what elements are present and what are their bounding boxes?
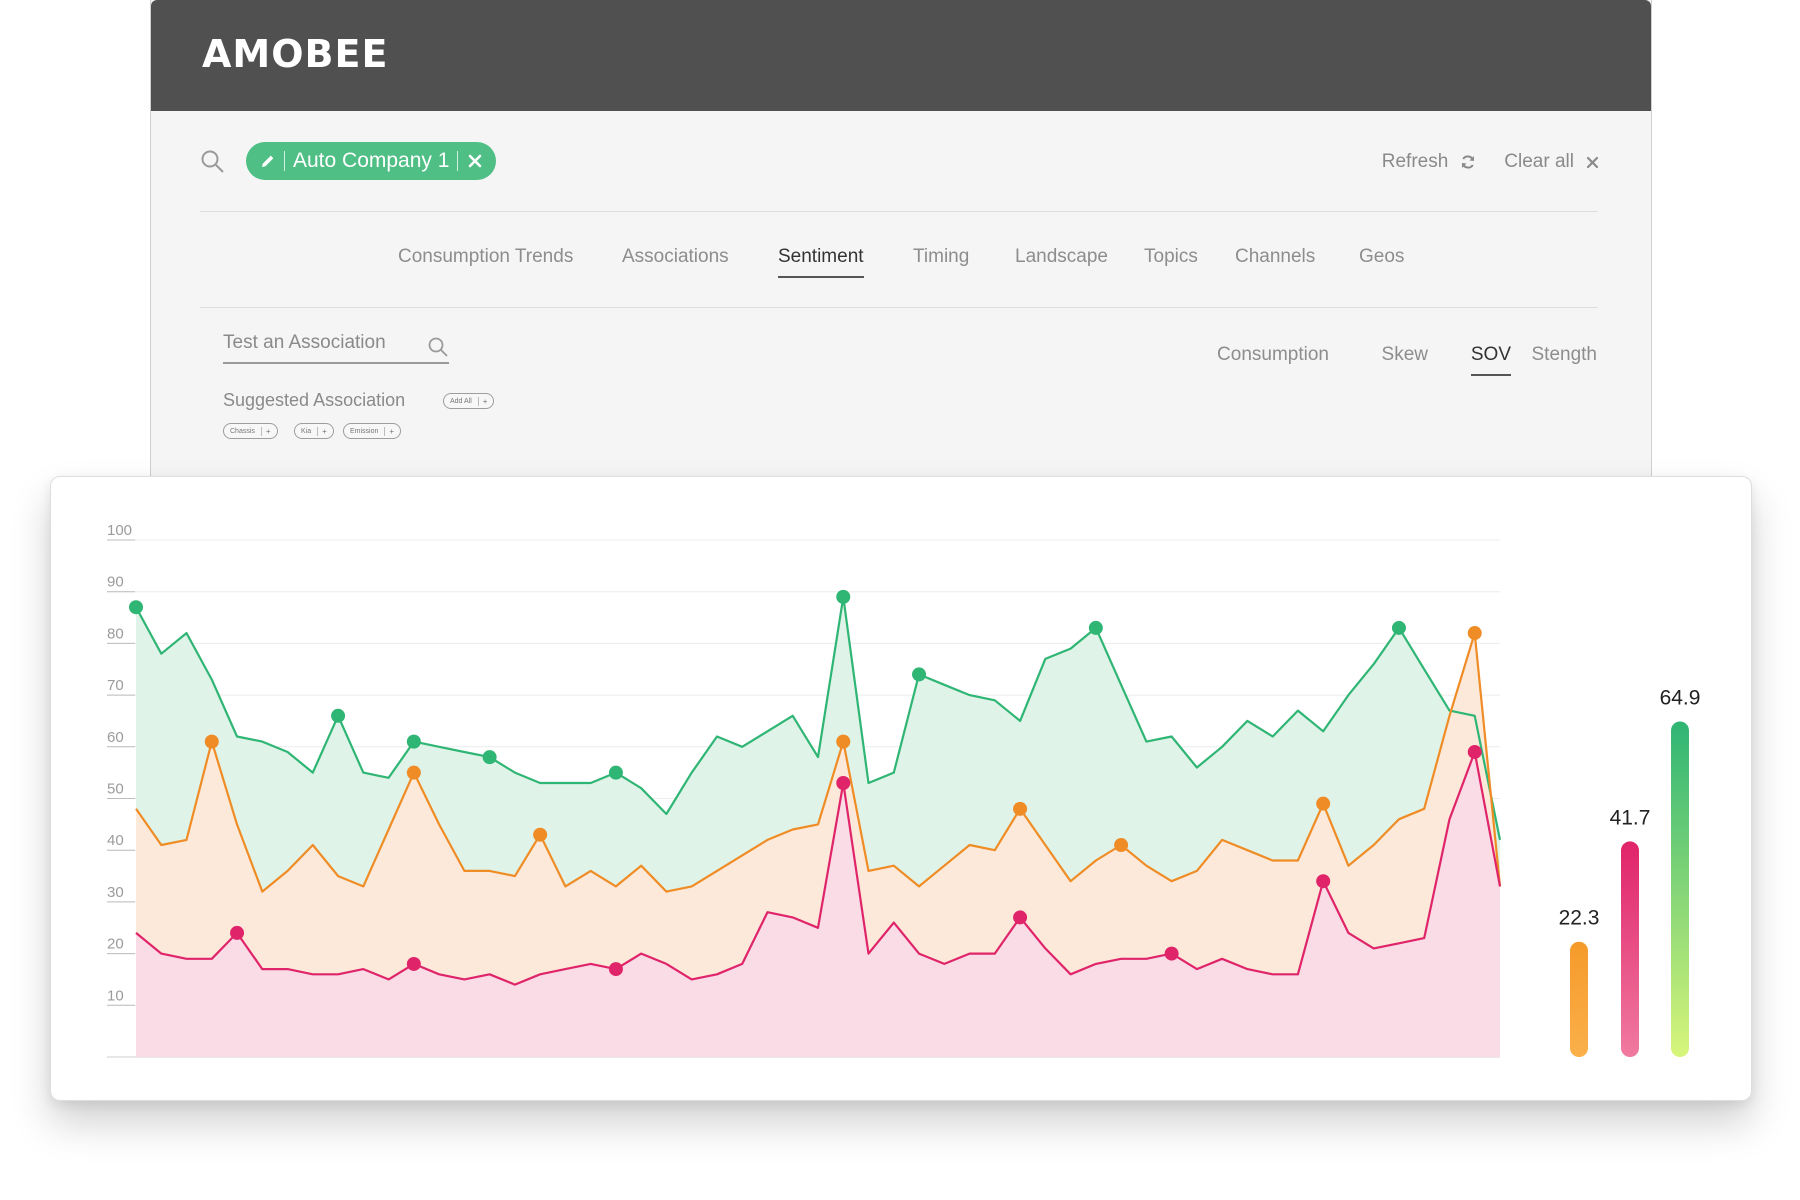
series-line-green [135, 595, 1502, 841]
app-header: AMOBEE [151, 0, 1651, 111]
summary-bar-value: 64.9 [1660, 686, 1701, 709]
add-all-label: Add All [450, 397, 472, 405]
tab-landscape[interactable]: Landscape [1015, 246, 1108, 267]
top-actions: Refresh Clear all [1382, 151, 1599, 173]
suggestion-chip-kia[interactable]: Kia + [294, 423, 334, 439]
pill-divider [284, 151, 285, 171]
refresh-button[interactable]: Refresh [1382, 151, 1477, 173]
query-pill-label: Auto Company 1 [293, 149, 450, 172]
plus-icon: + [317, 426, 327, 436]
y-tick-label: 30 [107, 884, 124, 901]
data-point-green [129, 600, 143, 615]
data-point-pink [1316, 874, 1331, 889]
refresh-icon [1460, 154, 1476, 170]
search-icon[interactable] [200, 149, 226, 175]
divider [200, 211, 1598, 212]
y-tick-label: 100 [107, 522, 132, 539]
sov-area-chart: 10 20 30 40 50 60 70 80 90 100 22.3 41.7 64.9 [107, 522, 1701, 1058]
suggested-association-label: Suggested Association [223, 390, 406, 410]
plus-icon: + [384, 426, 394, 436]
plus-icon: + [477, 396, 487, 406]
summary-bar-value: 41.7 [1610, 806, 1651, 829]
data-point-pink [836, 775, 851, 790]
pill-divider [457, 151, 459, 171]
data-point-green [912, 667, 927, 682]
series-area-pink [136, 752, 1500, 1057]
y-tick-label: 40 [107, 832, 124, 849]
summary-bar-value: 22.3 [1559, 907, 1600, 930]
summary-bar-pink [1621, 841, 1639, 1057]
association-search-placeholder: Test an Association [223, 332, 386, 353]
tab-geos[interactable]: Geos [1359, 246, 1405, 267]
data-point-orange [836, 734, 851, 749]
chip-label: Emission [350, 427, 379, 435]
y-tick-label: 20 [107, 936, 124, 953]
clear-all-button-label: Clear all [1504, 151, 1574, 172]
summary-bar-green [1671, 721, 1689, 1057]
close-icon [1586, 156, 1599, 169]
data-point-orange [204, 734, 219, 749]
data-point-pink [230, 925, 245, 940]
series-line-orange [135, 632, 1502, 893]
data-point-green [1391, 620, 1406, 635]
data-point-pink [1164, 946, 1179, 961]
refresh-button-label: Refresh [1381, 151, 1449, 172]
data-point-pink [406, 956, 421, 971]
amobee-logo: AMOBEE [202, 32, 389, 76]
data-point-orange [533, 827, 548, 842]
data-point-orange [1013, 801, 1028, 816]
app-window: AMOBEE Auto Company 1 Refresh [150, 0, 1652, 481]
main-tabs: Consumption Trends Associations Sentimen… [151, 246, 1651, 286]
sov-chart-card: 10 20 30 40 50 60 70 80 90 100 22.3 41.7 64.9 [50, 476, 1752, 1101]
data-point-pink [1467, 744, 1482, 759]
metric-tab-skew[interactable]: Skew [1381, 344, 1428, 365]
divider [200, 307, 1598, 308]
series-area-orange [136, 633, 1500, 1057]
tab-channels[interactable]: Channels [1235, 246, 1316, 267]
data-point-green [331, 708, 346, 723]
suggestion-chip-chassis[interactable]: Chassis + [223, 423, 278, 439]
metric-tab-sov[interactable]: SOV [1470, 344, 1511, 376]
y-tick-label: 50 [107, 781, 124, 798]
query-pill[interactable]: Auto Company 1 [246, 142, 497, 180]
data-point-orange [406, 765, 421, 780]
search-row: Auto Company 1 Refresh Clear all [151, 111, 1651, 211]
chip-label: Kia [301, 427, 312, 435]
y-tick-label: 80 [107, 625, 124, 642]
y-tick-label: 10 [107, 987, 124, 1004]
data-point-green [1088, 620, 1103, 635]
close-icon[interactable] [468, 154, 482, 168]
plus-icon: + [260, 426, 271, 436]
tab-associations[interactable]: Associations [622, 246, 729, 267]
y-tick-label: 60 [107, 729, 124, 746]
data-point-green [406, 734, 421, 749]
metric-tab-consumption[interactable]: Consumption [1217, 344, 1329, 365]
data-point-pink [1013, 910, 1028, 925]
y-tick-label: 70 [107, 677, 124, 694]
data-point-orange [1467, 626, 1482, 641]
metric-tab-strength[interactable]: Stength [1531, 344, 1598, 365]
association-search-input[interactable]: Test an Association [223, 332, 449, 364]
chip-label: Chassis [230, 427, 255, 435]
pencil-icon[interactable] [260, 153, 276, 169]
tab-sentiment[interactable]: Sentiment [778, 246, 864, 278]
search-icon[interactable] [427, 336, 449, 364]
data-point-green [836, 589, 851, 604]
clear-all-button[interactable]: Clear all [1504, 151, 1599, 173]
suggestion-chip-emission[interactable]: Emission + [343, 423, 402, 439]
summary-bar-orange [1570, 941, 1588, 1057]
data-point-green [608, 765, 623, 780]
tab-consumption-trends[interactable]: Consumption Trends [398, 246, 574, 267]
data-point-orange [1316, 796, 1331, 811]
data-point-pink [608, 962, 623, 977]
series-line-pink [135, 750, 1502, 986]
data-point-orange [1114, 838, 1129, 853]
tab-topics[interactable]: Topics [1144, 246, 1198, 267]
add-all-chip[interactable]: Add All + [443, 393, 495, 409]
tab-timing[interactable]: Timing [913, 246, 970, 267]
data-point-green [482, 750, 497, 765]
y-tick-label: 90 [107, 574, 124, 591]
